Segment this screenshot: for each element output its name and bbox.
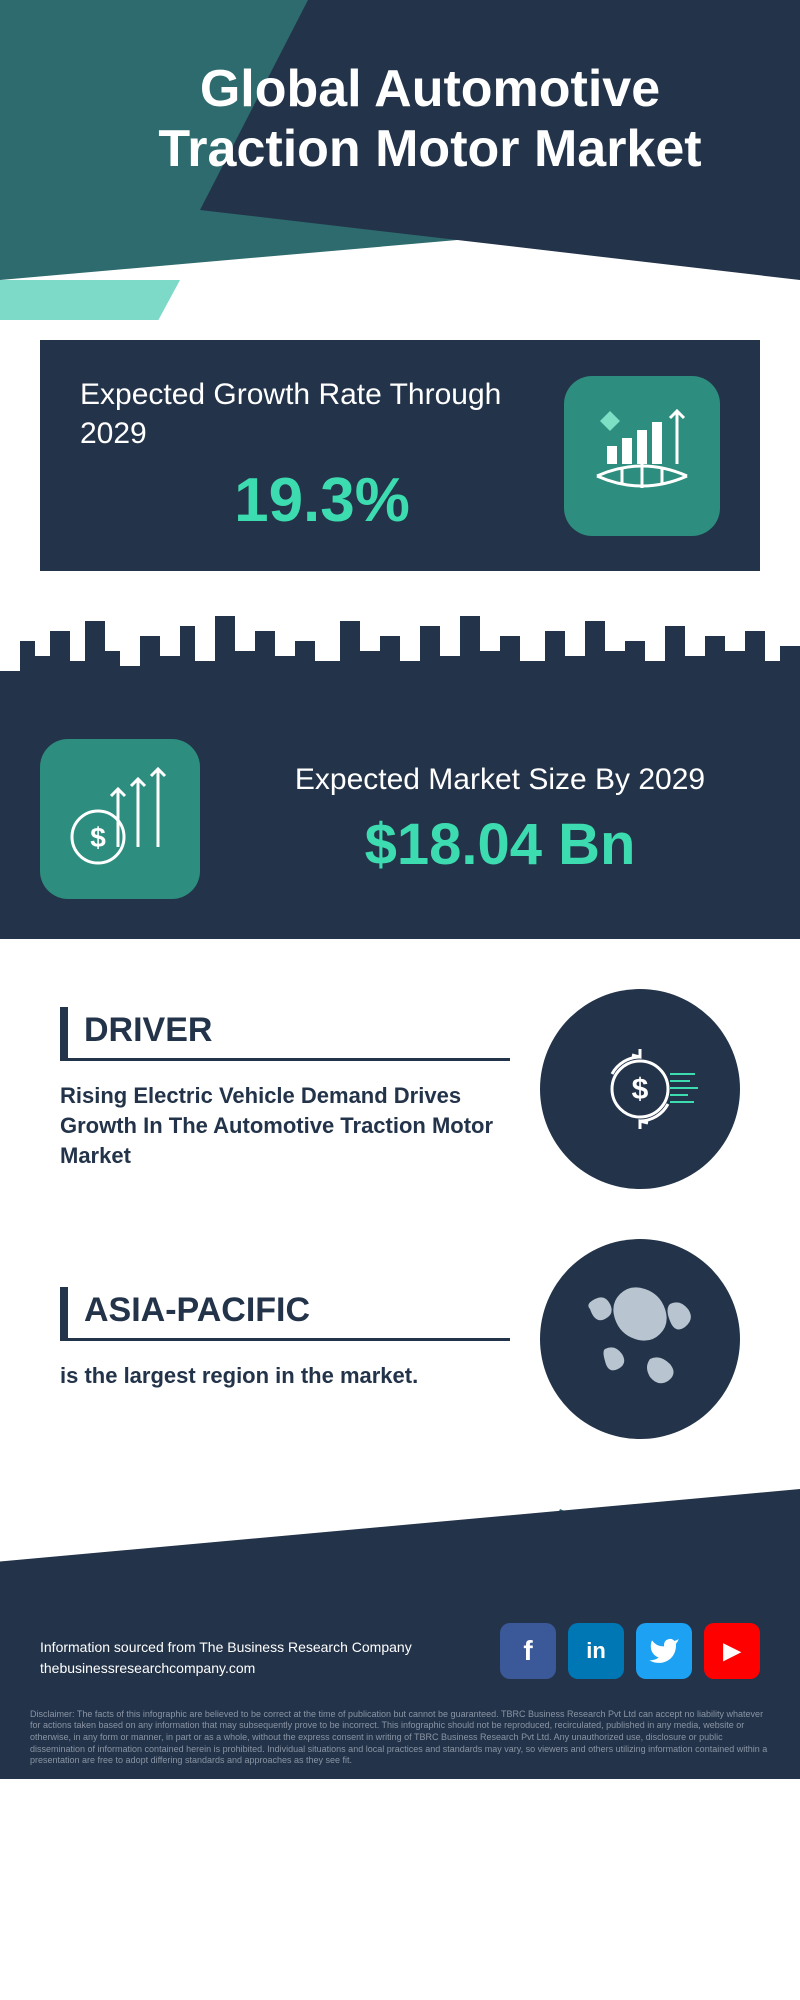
growth-label: Expected Growth Rate Through 2029	[80, 375, 564, 453]
header-section: Global Automotive Traction Motor Market	[0, 0, 800, 340]
driver-text-block: DRIVER Rising Electric Vehicle Demand Dr…	[60, 1007, 510, 1170]
growth-chart-globe-icon	[564, 376, 720, 536]
world-map-icon	[540, 1239, 740, 1439]
infographic-container: Global Automotive Traction Motor Market …	[0, 0, 800, 1779]
growth-value: 19.3%	[80, 465, 564, 536]
footer-section: Information sourced from The Business Re…	[0, 1489, 800, 1779]
linkedin-icon[interactable]: in	[568, 1623, 624, 1679]
disclaimer-text: Disclaimer: The facts of this infographi…	[30, 1709, 770, 1767]
twitter-icon[interactable]	[636, 1623, 692, 1679]
driver-section: DRIVER Rising Electric Vehicle Demand Dr…	[0, 939, 800, 1219]
page-title: Global Automotive Traction Motor Market	[120, 60, 740, 180]
driver-body: Rising Electric Vehicle Demand Drives Gr…	[60, 1081, 510, 1170]
market-size-card: $ Expected Market Size By 2029 $18.04 Bn	[0, 709, 800, 939]
region-text-block: ASIA-PACIFIC is the largest region in th…	[60, 1287, 510, 1391]
growth-text-block: Expected Growth Rate Through 2029 19.3%	[80, 375, 564, 536]
header-accent-mint	[0, 280, 180, 320]
facebook-icon[interactable]: f	[500, 1623, 556, 1679]
market-text-block: Expected Market Size By 2029 $18.04 Bn	[240, 760, 760, 878]
city-skyline-icon	[0, 601, 800, 711]
skyline-section: $ Expected Market Size By 2029 $18.04 Bn	[0, 601, 800, 939]
growth-rate-card: Expected Growth Rate Through 2029 19.3%	[40, 340, 760, 571]
social-icons-row: f in ▶	[500, 1623, 760, 1679]
dollar-arrows-icon: $	[40, 739, 200, 899]
market-size-value: $18.04 Bn	[240, 811, 760, 878]
svg-text:$: $	[632, 1073, 649, 1106]
market-size-label: Expected Market Size By 2029	[240, 760, 760, 799]
region-body: is the largest region in the market.	[60, 1361, 510, 1391]
youtube-icon[interactable]: ▶	[704, 1623, 760, 1679]
dollar-transfer-icon: $	[540, 989, 740, 1189]
source-line-1: Information sourced from The Business Re…	[40, 1637, 412, 1658]
region-heading: ASIA-PACIFIC	[60, 1287, 510, 1341]
footer-content: Information sourced from The Business Re…	[40, 1623, 760, 1679]
source-text: Information sourced from The Business Re…	[40, 1637, 412, 1679]
driver-heading: DRIVER	[60, 1007, 510, 1061]
svg-text:$: $	[90, 822, 106, 853]
region-section: ASIA-PACIFIC is the largest region in th…	[0, 1219, 800, 1489]
source-line-2: thebusinessresearchcompany.com	[40, 1658, 412, 1679]
